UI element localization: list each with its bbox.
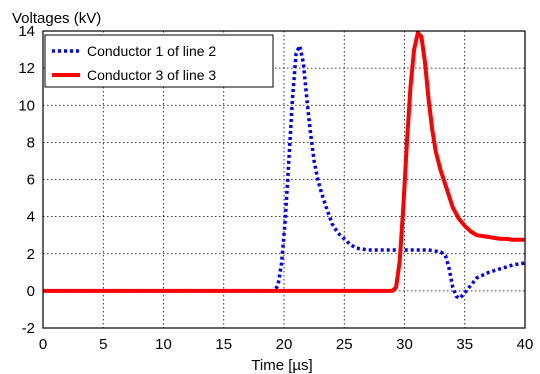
legend: Conductor 1 of line 2 Conductor 3 of lin… [44, 34, 274, 88]
plot-frame [42, 30, 526, 329]
y-tick-label: 4 [27, 209, 35, 226]
x-axis-label: Time [µs] [251, 357, 312, 374]
x-tick-label: 40 [517, 336, 534, 353]
x-tick-label: 0 [39, 336, 47, 353]
y-tick-label: 0 [27, 283, 35, 300]
x-tick-label: 10 [155, 336, 172, 353]
x-tick-label: 5 [99, 336, 107, 353]
x-axis-ticks: 0 5 10 15 20 25 30 35 40 [39, 336, 534, 353]
legend-box [44, 34, 274, 88]
legend-label-conductor-3-line-3: Conductor 3 of line 3 [87, 67, 216, 83]
y-tick-label: -2 [22, 320, 35, 337]
series-line-conductor-3-line-3 [43, 30, 525, 293]
x-tick-label: 20 [276, 336, 293, 353]
series-layer [43, 30, 526, 301]
y-axis-ticks: -2 0 2 4 6 8 10 12 14 [18, 23, 35, 337]
y-tick-label: 14 [18, 23, 35, 40]
legend-label-conductor-1-line-2: Conductor 1 of line 2 [87, 43, 216, 59]
y-tick-label: 8 [27, 134, 35, 151]
y-tick-label: 6 [27, 172, 35, 189]
x-tick-label: 30 [396, 336, 413, 353]
series-line-conductor-1-line-2 [43, 44, 526, 301]
x-tick-label: 25 [336, 336, 353, 353]
y-tick-label: 10 [18, 97, 35, 114]
y-axis-label: Voltages (kV) [12, 10, 101, 27]
y-tick-label: 2 [27, 246, 35, 263]
y-tick-label: 12 [18, 60, 35, 77]
x-tick-label: 15 [215, 336, 232, 353]
x-tick-label: 35 [456, 336, 473, 353]
